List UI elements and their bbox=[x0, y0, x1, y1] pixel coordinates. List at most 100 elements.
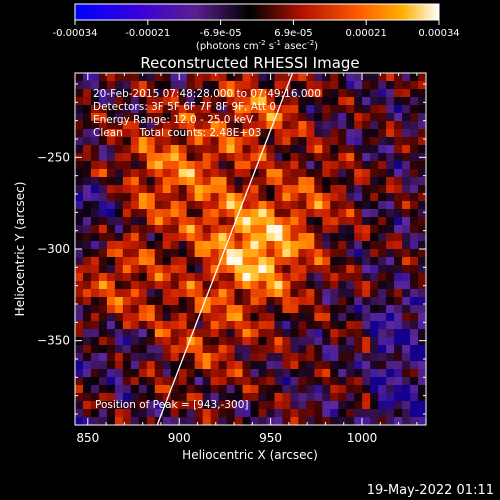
heatmap-cell bbox=[114, 417, 124, 425]
heatmap-cell bbox=[162, 169, 172, 178]
heatmap-cell bbox=[354, 209, 363, 218]
heatmap-cell bbox=[354, 249, 363, 258]
heatmap-cell bbox=[362, 137, 371, 146]
heatmap-cell bbox=[314, 145, 323, 154]
heatmap-cell bbox=[162, 345, 172, 354]
heatmap-cell bbox=[274, 113, 283, 122]
heatmap-cell bbox=[402, 393, 411, 402]
heatmap-cell bbox=[98, 305, 108, 314]
heatmap-cell bbox=[354, 401, 363, 410]
heatmap-cell bbox=[130, 385, 140, 394]
heatmap-cell bbox=[266, 177, 275, 186]
heatmap-cell bbox=[394, 409, 403, 418]
heatmap-cell bbox=[402, 409, 411, 418]
heatmap-cell bbox=[266, 337, 275, 346]
heatmap-cell bbox=[402, 249, 411, 258]
heatmap-cell bbox=[82, 113, 92, 122]
heatmap-cell bbox=[226, 241, 235, 250]
heatmap-cell bbox=[170, 241, 180, 250]
heatmap-cell bbox=[386, 273, 395, 282]
heatmap-cell bbox=[114, 105, 124, 114]
heatmap-cell bbox=[242, 129, 251, 138]
heatmap-cell bbox=[266, 289, 275, 298]
heatmap-cell bbox=[386, 73, 395, 82]
heatmap-cell bbox=[194, 361, 204, 370]
heatmap-cell bbox=[90, 385, 100, 394]
heatmap-cell bbox=[330, 225, 339, 234]
heatmap-cell bbox=[138, 105, 148, 114]
heatmap-cell bbox=[418, 217, 426, 226]
heatmap-cell bbox=[242, 137, 251, 146]
heatmap-cell bbox=[250, 201, 259, 210]
heatmap-cell bbox=[298, 73, 307, 82]
heatmap-cell bbox=[106, 89, 116, 98]
heatmap-cell bbox=[250, 161, 259, 170]
heatmap-cell bbox=[410, 321, 419, 330]
heatmap-cell bbox=[370, 281, 379, 290]
heatmap-cell bbox=[122, 81, 132, 90]
heatmap-cell bbox=[322, 321, 331, 330]
heatmap-cell bbox=[298, 113, 307, 122]
heatmap-cell bbox=[90, 145, 100, 154]
heatmap-cell bbox=[114, 145, 124, 154]
heatmap-cell bbox=[346, 97, 355, 106]
heatmap-cell bbox=[114, 185, 124, 194]
heatmap-cell bbox=[202, 241, 212, 250]
heatmap-cell bbox=[194, 89, 204, 98]
heatmap-cell bbox=[226, 393, 235, 402]
heatmap-cell bbox=[122, 161, 132, 170]
heatmap-cell bbox=[106, 249, 116, 258]
heatmap-cell bbox=[138, 361, 148, 370]
heatmap-cell bbox=[122, 153, 132, 162]
heatmap-cell bbox=[170, 329, 180, 338]
heatmap-cell bbox=[106, 177, 116, 186]
heatmap-cell bbox=[266, 161, 275, 170]
heatmap-cell bbox=[274, 177, 283, 186]
heatmap-cell bbox=[298, 257, 307, 266]
heatmap-cell bbox=[290, 153, 299, 162]
heatmap-cell bbox=[186, 377, 196, 386]
heatmap-cell bbox=[178, 265, 188, 274]
heatmap-cell bbox=[378, 209, 387, 218]
heatmap-cell bbox=[362, 129, 371, 138]
heatmap-cell bbox=[354, 89, 363, 98]
heatmap-cell bbox=[186, 137, 196, 146]
heatmap-cell bbox=[106, 281, 116, 290]
heatmap-cell bbox=[314, 289, 323, 298]
heatmap-cell bbox=[258, 161, 267, 170]
heatmap-cell bbox=[290, 121, 299, 130]
heatmap-cell bbox=[178, 281, 188, 290]
heatmap-cell bbox=[90, 137, 100, 146]
heatmap-cell bbox=[234, 329, 243, 338]
heatmap-cell bbox=[170, 369, 180, 378]
heatmap-cell bbox=[154, 193, 164, 202]
heatmap-cell bbox=[274, 417, 283, 425]
heatmap-cell bbox=[82, 137, 92, 146]
heatmap-cell bbox=[282, 113, 291, 122]
heatmap-cell bbox=[82, 297, 92, 306]
heatmap-cell bbox=[338, 137, 347, 146]
heatmap-cell bbox=[282, 297, 291, 306]
heatmap-cell bbox=[218, 113, 227, 122]
heatmap-cell bbox=[130, 153, 140, 162]
heatmap-cell bbox=[410, 105, 419, 114]
heatmap-cell bbox=[306, 409, 315, 418]
heatmap-cell bbox=[138, 89, 148, 98]
heatmap-cell bbox=[226, 305, 235, 314]
heatmap-cell bbox=[410, 129, 419, 138]
heatmap-cell bbox=[346, 321, 355, 330]
x-tick-label: 1000 bbox=[347, 431, 378, 445]
heatmap-cell bbox=[82, 209, 92, 218]
heatmap-cell bbox=[186, 73, 196, 82]
heatmap-cell bbox=[354, 105, 363, 114]
heatmap-cell bbox=[146, 297, 156, 306]
x-tick-label: 900 bbox=[168, 431, 191, 445]
heatmap-cell bbox=[146, 121, 156, 130]
heatmap-cell bbox=[122, 345, 132, 354]
heatmap-cell bbox=[122, 361, 132, 370]
heatmap-cell bbox=[258, 193, 267, 202]
heatmap-cell bbox=[290, 89, 299, 98]
heatmap-cell bbox=[218, 177, 227, 186]
heatmap-cell bbox=[218, 313, 227, 322]
heatmap-cell bbox=[410, 393, 419, 402]
